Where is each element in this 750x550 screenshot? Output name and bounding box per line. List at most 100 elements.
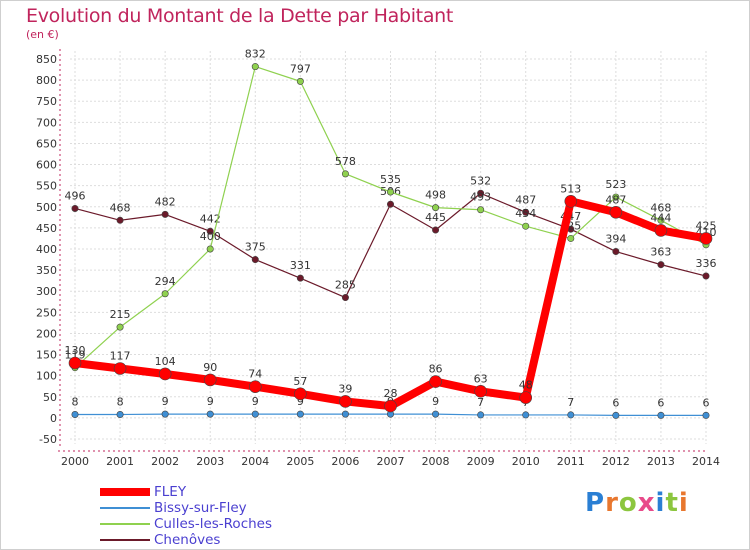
data-label-culles-les-roches: 523 bbox=[605, 178, 626, 191]
data-point-fley bbox=[294, 387, 307, 401]
logo-letter: r bbox=[605, 488, 619, 518]
data-label-fley: 57 bbox=[293, 375, 307, 388]
data-label-bissy-sur-fley: 6 bbox=[612, 396, 619, 409]
data-label-chen-ves: 487 bbox=[515, 193, 536, 206]
x-tick-label: 2004 bbox=[241, 455, 269, 468]
y-tick-label: 750 bbox=[36, 95, 57, 108]
y-tick-label: 550 bbox=[36, 180, 57, 193]
logo-letter: t bbox=[665, 488, 679, 518]
data-label-fley: 513 bbox=[560, 182, 581, 195]
data-label-culles-les-roches: 832 bbox=[245, 48, 266, 61]
data-point-chen-ves bbox=[612, 248, 620, 256]
x-tick-label: 2000 bbox=[61, 455, 89, 468]
data-label-bissy-sur-fley: 7 bbox=[477, 396, 484, 409]
y-tick-label: 650 bbox=[36, 137, 57, 150]
data-point-bissy-sur-fley bbox=[206, 410, 214, 418]
data-point-fley bbox=[248, 380, 262, 393]
y-tick-label: 300 bbox=[36, 285, 57, 298]
data-point-chen-ves bbox=[161, 210, 169, 218]
y-tick-label: 250 bbox=[36, 306, 57, 319]
data-label-culles-les-roches: 493 bbox=[470, 191, 491, 204]
data-point-fley bbox=[339, 395, 352, 408]
x-tick-label: 2010 bbox=[512, 455, 540, 468]
data-label-bissy-sur-fley: 8 bbox=[117, 396, 124, 409]
x-tick-label: 2008 bbox=[422, 455, 450, 468]
data-point-culles-les-roches bbox=[341, 170, 349, 178]
legend-label: Culles-les-Roches bbox=[154, 516, 273, 532]
data-label-bissy-sur-fley: 9 bbox=[207, 395, 214, 408]
data-label-bissy-sur-fley: 8 bbox=[72, 396, 79, 409]
x-tick-label: 2007 bbox=[377, 455, 405, 468]
chart-subtitle: (en €) bbox=[26, 28, 59, 41]
data-label-culles-les-roches: 578 bbox=[335, 155, 356, 168]
data-point-chen-ves bbox=[432, 226, 440, 234]
data-label-fley: 86 bbox=[429, 363, 443, 376]
data-point-culles-les-roches bbox=[251, 63, 259, 71]
y-tick-label: 800 bbox=[36, 74, 57, 87]
data-point-bissy-sur-fley bbox=[567, 411, 575, 419]
data-point-bissy-sur-fley bbox=[116, 411, 124, 419]
x-tick-label: 2014 bbox=[692, 455, 720, 468]
data-point-fley bbox=[564, 194, 578, 208]
data-label-fley: 48 bbox=[519, 379, 533, 392]
data-point-chen-ves bbox=[522, 208, 530, 216]
data-point-chen-ves bbox=[657, 261, 665, 269]
data-label-culles-les-roches: 294 bbox=[155, 275, 176, 288]
data-point-fley bbox=[654, 224, 668, 237]
data-point-culles-les-roches bbox=[116, 323, 124, 331]
data-point-culles-les-roches bbox=[612, 193, 620, 201]
data-point-bissy-sur-fley bbox=[612, 411, 620, 419]
y-tick-label: -50 bbox=[39, 433, 57, 446]
legend-label: Chenôves bbox=[154, 532, 221, 548]
y-tick-label: 700 bbox=[36, 116, 57, 129]
x-tick-label: 2013 bbox=[647, 455, 675, 468]
data-point-culles-les-roches bbox=[206, 245, 214, 253]
data-point-bissy-sur-fley bbox=[71, 411, 79, 419]
data-label-culles-les-roches: 498 bbox=[425, 189, 446, 202]
data-label-chen-ves: 285 bbox=[335, 279, 356, 292]
data-label-bissy-sur-fley: 6 bbox=[657, 396, 664, 409]
data-label-bissy-sur-fley: 7 bbox=[567, 396, 574, 409]
data-point-chen-ves bbox=[386, 200, 394, 208]
data-label-bissy-sur-fley: 9 bbox=[252, 395, 259, 408]
data-point-culles-les-roches bbox=[161, 290, 169, 298]
y-tick-label: 100 bbox=[36, 370, 57, 383]
data-label-chen-ves: 482 bbox=[155, 195, 176, 208]
legend-label: Bissy-sur-Fley bbox=[154, 500, 247, 516]
chart-title: Evolution du Montant de la Dette par Hab… bbox=[26, 5, 454, 27]
data-point-chen-ves bbox=[477, 189, 485, 197]
y-tick-label: 450 bbox=[36, 222, 57, 235]
data-label-fley: 90 bbox=[203, 361, 217, 374]
legend-swatch bbox=[100, 539, 150, 541]
data-label-fley: 130 bbox=[65, 344, 86, 357]
data-label-culles-les-roches: 797 bbox=[290, 62, 311, 75]
data-point-chen-ves bbox=[206, 227, 214, 235]
x-tick-label: 2002 bbox=[151, 455, 179, 468]
data-label-chen-ves: 468 bbox=[110, 201, 131, 214]
data-point-fley bbox=[158, 367, 172, 381]
data-label-chen-ves: 496 bbox=[65, 189, 86, 202]
data-label-fley: 487 bbox=[605, 193, 626, 206]
x-tick-label: 2011 bbox=[557, 455, 585, 468]
data-point-bissy-sur-fley bbox=[657, 411, 665, 419]
x-tick-label: 2005 bbox=[286, 455, 314, 468]
data-label-culles-les-roches: 468 bbox=[650, 201, 671, 214]
data-label-chen-ves: 394 bbox=[605, 233, 626, 246]
data-label-fley: 444 bbox=[650, 211, 671, 224]
y-tick-label: 600 bbox=[36, 159, 57, 172]
logo-letter: x bbox=[637, 488, 656, 518]
y-tick-label: 400 bbox=[36, 243, 57, 256]
data-point-culles-les-roches bbox=[657, 216, 665, 224]
data-label-bissy-sur-fley: 9 bbox=[162, 395, 169, 408]
y-tick-label: 350 bbox=[36, 264, 57, 277]
legend-swatch bbox=[100, 488, 150, 496]
data-label-fley: 74 bbox=[248, 368, 262, 381]
data-label-chen-ves: 442 bbox=[200, 212, 221, 225]
data-point-bissy-sur-fley bbox=[296, 410, 304, 418]
data-label-fley: 28 bbox=[384, 387, 398, 400]
data-point-culles-les-roches bbox=[522, 222, 530, 230]
data-point-chen-ves bbox=[702, 272, 710, 280]
data-point-bissy-sur-fley bbox=[161, 410, 169, 418]
logo-letter: i bbox=[655, 488, 666, 518]
